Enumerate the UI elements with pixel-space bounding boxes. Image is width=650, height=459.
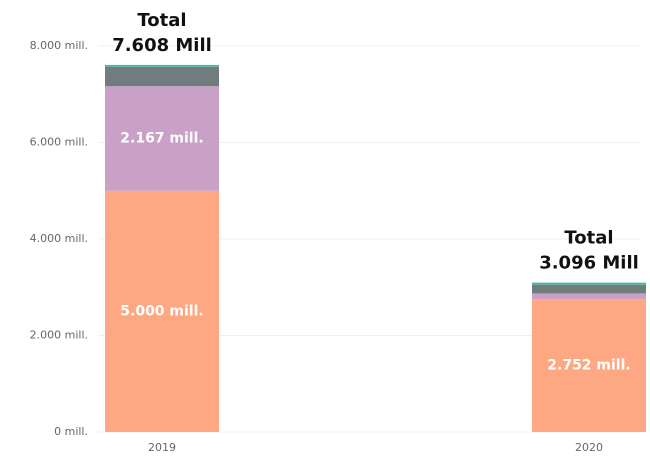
y-tick-label: 4.000 mill. <box>30 232 88 245</box>
total-title: Total <box>137 10 186 31</box>
total-value: 7.608 Mill <box>112 35 212 56</box>
bar-segment <box>532 282 646 285</box>
y-tick-label: 0 mill. <box>54 425 88 438</box>
total-title: Total <box>564 228 613 249</box>
total-value: 3.096 Mill <box>539 253 639 274</box>
bar-segment <box>532 284 646 294</box>
y-tick-label: 8.000 mill. <box>30 39 88 52</box>
x-tick-label: 2019 <box>148 441 176 454</box>
value-label: 5.000 mill. <box>120 303 203 319</box>
bar-segment <box>105 66 219 87</box>
bar-segment <box>532 293 646 300</box>
bar-segment <box>105 86 219 191</box>
bar-segment <box>105 64 219 67</box>
y-tick-label: 2.000 mill. <box>30 329 88 342</box>
y-tick-label: 6.000 mill. <box>30 136 88 149</box>
value-label: 2.167 mill. <box>120 130 203 146</box>
bar-segment <box>532 299 646 432</box>
bar-segment <box>105 190 219 432</box>
value-label: 2.752 mill. <box>547 358 630 374</box>
x-tick-label: 2020 <box>575 441 603 454</box>
